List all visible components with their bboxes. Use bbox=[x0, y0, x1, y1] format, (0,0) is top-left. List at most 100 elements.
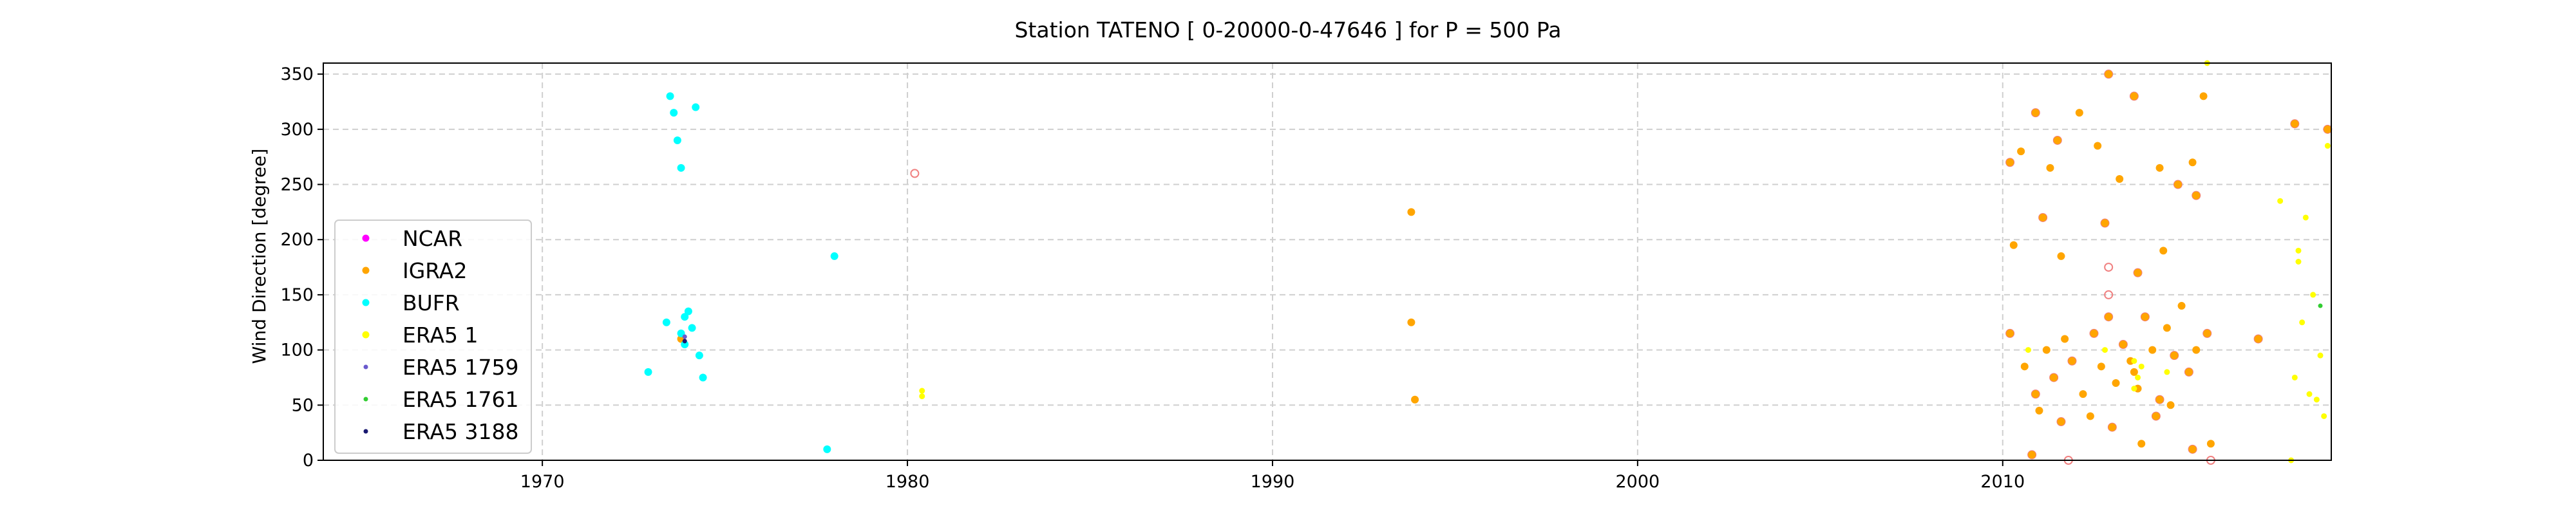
igra2-point bbox=[2105, 70, 2113, 79]
igra2-point bbox=[2057, 418, 2065, 426]
y-tick-label: 250 bbox=[280, 175, 314, 195]
era5-1-point bbox=[2324, 143, 2331, 149]
igra2-point bbox=[2188, 158, 2197, 167]
era5-1-point bbox=[2102, 347, 2108, 353]
igra2-point bbox=[2079, 390, 2087, 398]
era5-1-point bbox=[2295, 247, 2302, 254]
igra2-point bbox=[2050, 373, 2058, 382]
era5-1759-point bbox=[682, 334, 687, 339]
igra2-point bbox=[2057, 252, 2065, 260]
era5-1-point bbox=[919, 388, 925, 394]
era5-1761-point bbox=[2318, 303, 2323, 308]
y-tick-label: 0 bbox=[303, 451, 314, 471]
era5-1-point bbox=[919, 393, 925, 400]
era5-1-point bbox=[2025, 347, 2031, 353]
igra2-point bbox=[2097, 362, 2105, 371]
igra2-point bbox=[2094, 142, 2102, 150]
grid-lines bbox=[323, 63, 2331, 461]
igra2-point bbox=[2134, 268, 2142, 277]
x-axis: 1970 1980 1990 2000 2010 bbox=[520, 460, 2025, 492]
data-points bbox=[644, 60, 2333, 465]
bufr-point bbox=[699, 373, 707, 382]
igra2-point bbox=[2206, 440, 2215, 448]
era5-1-point bbox=[2317, 352, 2324, 359]
bufr-point bbox=[670, 109, 678, 117]
bufr-point bbox=[695, 351, 703, 360]
era5-1-point bbox=[2313, 397, 2320, 403]
bufr-point bbox=[830, 252, 838, 260]
igra2-point bbox=[1407, 208, 1416, 216]
era5-1-point bbox=[2131, 358, 2137, 364]
igra2-point bbox=[2192, 346, 2201, 354]
igra2-point bbox=[2152, 412, 2160, 420]
y-tick-label: 350 bbox=[280, 64, 314, 84]
legend-marker bbox=[362, 234, 370, 242]
legend-marker bbox=[362, 299, 370, 306]
legend: NCAR IGRA2 BUFR ERA5 1 ERA5 1759 ERA5 1761 ERA… bbox=[334, 220, 532, 454]
igra2-point bbox=[2112, 379, 2120, 388]
igra2-point bbox=[2039, 213, 2047, 221]
x-tick-label: 1990 bbox=[1251, 472, 1295, 492]
igra2-point bbox=[2028, 451, 2036, 459]
bufr-point bbox=[666, 92, 674, 100]
igra2-point bbox=[2101, 219, 2109, 227]
bufr-point bbox=[673, 136, 681, 144]
igra2-point bbox=[2203, 329, 2211, 337]
igra2-point bbox=[2042, 346, 2050, 354]
x-tick-label: 1980 bbox=[886, 472, 930, 492]
era5-1-point bbox=[2302, 214, 2309, 221]
igra2-point bbox=[2031, 109, 2040, 117]
igra2-point bbox=[2148, 346, 2157, 354]
igra2-point bbox=[2324, 125, 2332, 133]
igra2-point bbox=[2141, 313, 2149, 321]
igra2-point bbox=[2137, 440, 2146, 448]
bufr-point bbox=[692, 103, 700, 111]
igra2-point bbox=[2130, 368, 2138, 376]
era5-1-point bbox=[2295, 259, 2302, 265]
igra2-point bbox=[2035, 406, 2043, 415]
igra2-point bbox=[2068, 357, 2076, 365]
igra2-point bbox=[2184, 368, 2193, 376]
bufr-point bbox=[823, 445, 831, 453]
igra2-point bbox=[2163, 324, 2171, 332]
legend-label: ERA5 3188 bbox=[402, 419, 519, 444]
plot-frame bbox=[323, 62, 2332, 461]
era5-1-point bbox=[2135, 374, 2141, 380]
legend-marker bbox=[362, 331, 370, 339]
y-axis-label: Wind Direction [degree] bbox=[249, 149, 270, 364]
legend-label: ERA5 1 bbox=[402, 323, 478, 348]
y-tick-label: 300 bbox=[280, 120, 314, 140]
igra2-point bbox=[2170, 351, 2179, 360]
era5-1-point bbox=[2310, 292, 2316, 298]
era5-1-point bbox=[2164, 369, 2170, 375]
igra2-point bbox=[2119, 341, 2127, 349]
igra2-point bbox=[2155, 395, 2164, 404]
bufr-point bbox=[681, 313, 689, 321]
legend-marker bbox=[363, 397, 368, 402]
igra2-point bbox=[2086, 412, 2094, 420]
era5-3188-point bbox=[682, 339, 687, 344]
y-tick-label: 100 bbox=[280, 341, 314, 360]
era5-1-point bbox=[2321, 413, 2327, 419]
y-tick-label: 50 bbox=[292, 395, 314, 415]
igra2-point bbox=[2105, 313, 2113, 321]
y-axis: 0 50 100 150 200 250 300 350 bbox=[280, 64, 323, 471]
igra2-point bbox=[2017, 147, 2025, 156]
legend-label: ERA5 1759 bbox=[402, 355, 519, 380]
legend-marker bbox=[362, 267, 370, 274]
igra2-point bbox=[2199, 92, 2208, 100]
y-tick-label: 200 bbox=[280, 230, 314, 250]
igra2-point bbox=[2155, 164, 2164, 172]
igra2-point bbox=[2075, 109, 2083, 117]
era5-outline-point bbox=[2104, 263, 2114, 272]
legend-marker bbox=[363, 364, 368, 370]
igra2-point bbox=[2006, 158, 2014, 167]
legend-box bbox=[334, 220, 532, 454]
legend-label: IGRA2 bbox=[402, 258, 467, 283]
chart-title: Station TATENO [ 0-20000-0-47646 ] for P… bbox=[1015, 17, 1562, 42]
bufr-point bbox=[677, 164, 685, 172]
igra2-point bbox=[2061, 335, 2069, 343]
era5-1-point bbox=[2291, 374, 2298, 380]
igra2-point bbox=[2177, 302, 2186, 310]
